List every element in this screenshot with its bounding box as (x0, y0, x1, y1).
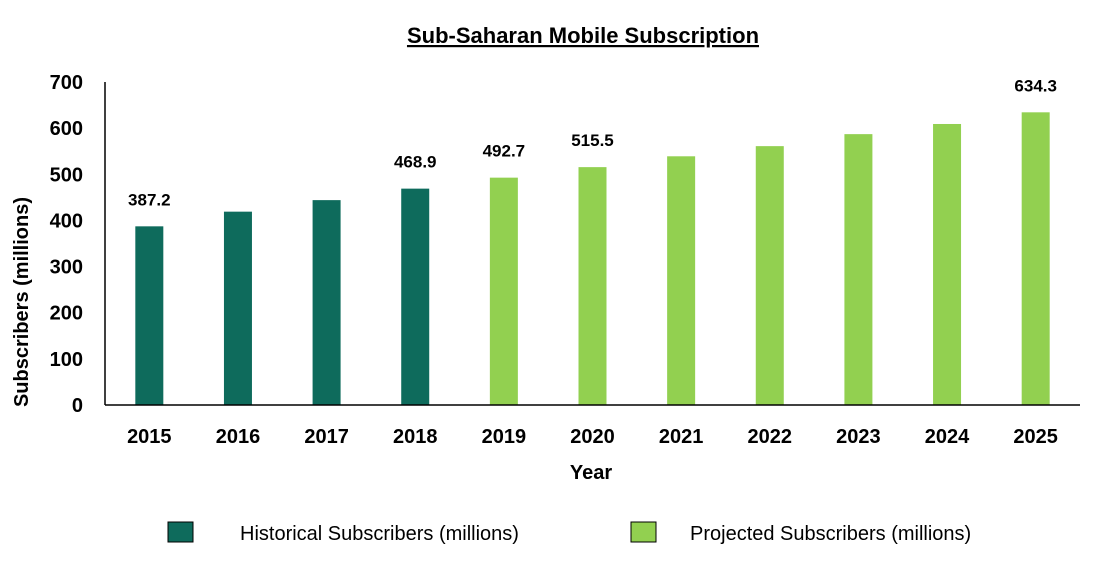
bar-2018 (401, 188, 430, 405)
y-tick-label: 700 (50, 72, 83, 94)
legend-label-projected: Projected Subscribers (millions) (690, 523, 971, 545)
bar-2020 (578, 167, 607, 405)
x-tick-label: 2016 (216, 426, 261, 448)
x-tick-label: 2025 (1013, 426, 1058, 448)
x-tick-label: 2021 (659, 426, 704, 448)
bar-2023 (844, 134, 873, 406)
legend-swatch-projected (630, 521, 657, 543)
y-axis-title: Subscribers (millions) (11, 197, 33, 407)
legend: Historical Subscribers (millions) Projec… (167, 521, 971, 545)
y-tick-label: 100 (50, 349, 83, 371)
data-label-2020: 515.5 (571, 131, 614, 150)
bar-2015 (135, 226, 164, 405)
y-tick-label: 200 (50, 303, 83, 325)
bar-2017 (312, 200, 341, 405)
y-tick-label: 300 (50, 257, 83, 279)
legend-label-historical: Historical Subscribers (millions) (240, 523, 519, 545)
x-tick-label: 2017 (304, 426, 349, 448)
y-axis-ticks: 0 100 200 300 400 500 600 700 (50, 72, 83, 417)
x-tick-label: 2022 (748, 426, 793, 448)
x-tick-label: 2019 (482, 426, 527, 448)
y-tick-label: 600 (50, 118, 83, 140)
y-tick-label: 400 (50, 210, 83, 232)
bar-2021 (667, 156, 696, 405)
x-tick-label: 2018 (393, 426, 438, 448)
data-label-2018: 468.9 (394, 153, 437, 172)
bar-2025 (1021, 112, 1050, 405)
bars (135, 112, 1050, 406)
bar-2024 (933, 123, 962, 406)
bar-2016 (223, 211, 252, 405)
data-label-2015: 387.2 (128, 190, 171, 209)
bar-2022 (755, 146, 784, 406)
data-labels: 387.2 468.9 492.7 515.5 634.3 (128, 76, 1057, 209)
x-tick-label: 2024 (925, 426, 970, 448)
x-axis-title: Year (570, 462, 612, 484)
x-tick-label: 2020 (570, 426, 615, 448)
bar-2019 (489, 177, 518, 405)
x-tick-label: 2023 (836, 426, 881, 448)
data-label-2025: 634.3 (1014, 76, 1057, 95)
y-tick-label: 0 (72, 395, 83, 417)
x-axis-ticks: 2015 2016 2017 2018 2019 2020 2021 2022 2023 2024… (127, 426, 1058, 448)
x-tick-label: 2015 (127, 426, 172, 448)
legend-swatch-historical (167, 521, 194, 543)
y-tick-label: 500 (50, 164, 83, 186)
chart-title: Sub-Saharan Mobile Subscription (407, 23, 759, 48)
data-label-2019: 492.7 (483, 142, 526, 161)
